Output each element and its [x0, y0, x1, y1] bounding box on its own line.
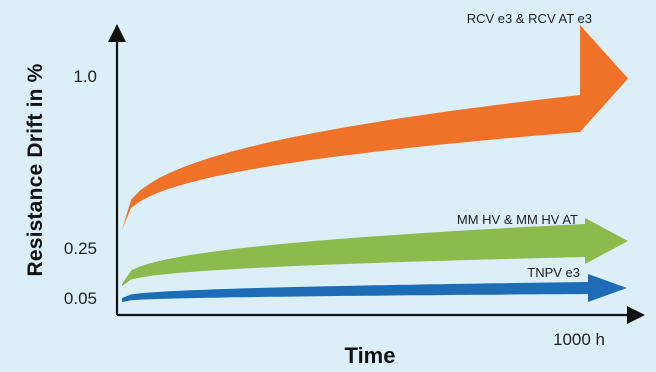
x-axis-end-tick-label: 1000 h: [553, 330, 605, 349]
series-label-3: TNPV e3: [527, 265, 580, 280]
series-label-2: MM HV & MM HV AT: [457, 212, 578, 227]
series-label-1: RCV e3 & RCV AT e3: [467, 11, 592, 26]
x-axis-arrowhead: [627, 306, 645, 324]
series-arrow-2: [122, 218, 628, 286]
series-layer: [122, 25, 628, 302]
series-label-layer: RCV e3 & RCV AT e3 MM HV & MM HV AT TNPV e…: [457, 11, 592, 280]
series-arrow-1: [122, 25, 628, 230]
y-tick-label-0.25: 0.25: [64, 239, 97, 258]
series-arrow-3: [122, 274, 627, 302]
x-axis-title: Time: [344, 343, 396, 368]
y-tick-label-0.05: 0.05: [64, 289, 97, 308]
axis-layer: [108, 24, 645, 324]
tick-layer: 0.05 0.25 1.0: [64, 67, 97, 308]
y-axis-arrowhead: [108, 24, 126, 42]
y-tick-label-1.0: 1.0: [73, 67, 97, 86]
